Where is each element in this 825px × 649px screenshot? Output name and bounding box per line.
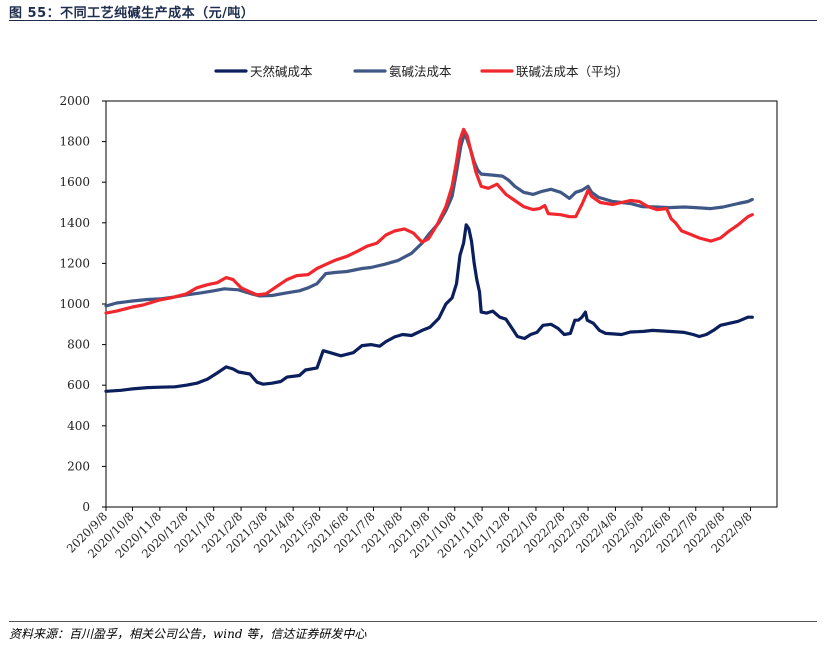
y-tick-label: 200 bbox=[67, 459, 90, 473]
legend-label-1: 氨碱法成本 bbox=[389, 64, 452, 79]
title-divider bbox=[9, 20, 817, 21]
source-divider bbox=[9, 621, 817, 622]
legend: 天然碱成本 氨碱法成本 联碱法成本（平均） bbox=[214, 64, 629, 79]
plot-area-frame bbox=[105, 100, 778, 508]
line-chart: 0 200 400 600 800 1000 1200 1400 1600 1800 2000 20… bbox=[59, 64, 778, 561]
y-tick-label: 1600 bbox=[59, 175, 90, 189]
series-lines bbox=[104, 127, 754, 393]
y-tick-label: 0 bbox=[82, 500, 90, 514]
y-tick-label: 400 bbox=[67, 419, 90, 433]
y-tick-label: 2000 bbox=[59, 94, 90, 108]
y-tick-label: 1000 bbox=[59, 297, 90, 311]
series-line-0 bbox=[104, 223, 754, 393]
legend-label-0: 天然碱成本 bbox=[250, 64, 313, 79]
y-tick-label: 1200 bbox=[59, 256, 90, 270]
y-tick-label: 1400 bbox=[59, 216, 90, 230]
figure-title: 图 55：不同工艺纯碱生产成本（元/吨） bbox=[9, 6, 255, 21]
y-tick-label: 1800 bbox=[59, 135, 90, 149]
x-axis-ticks: 2020/9/82020/10/82020/11/82020/12/82021/… bbox=[64, 507, 755, 561]
legend-label-2: 联碱法成本（平均） bbox=[516, 64, 629, 79]
y-axis-ticks: 0 200 400 600 800 1000 1200 1400 1600 1800 2000 bbox=[59, 94, 106, 514]
y-tick-label: 800 bbox=[67, 338, 90, 352]
y-tick-label: 600 bbox=[67, 378, 90, 392]
series-line-2 bbox=[104, 127, 754, 315]
source-note: 资料来源：百川盈孚，相关公司公告，wind 等，信达证券研发中心 bbox=[9, 627, 367, 641]
